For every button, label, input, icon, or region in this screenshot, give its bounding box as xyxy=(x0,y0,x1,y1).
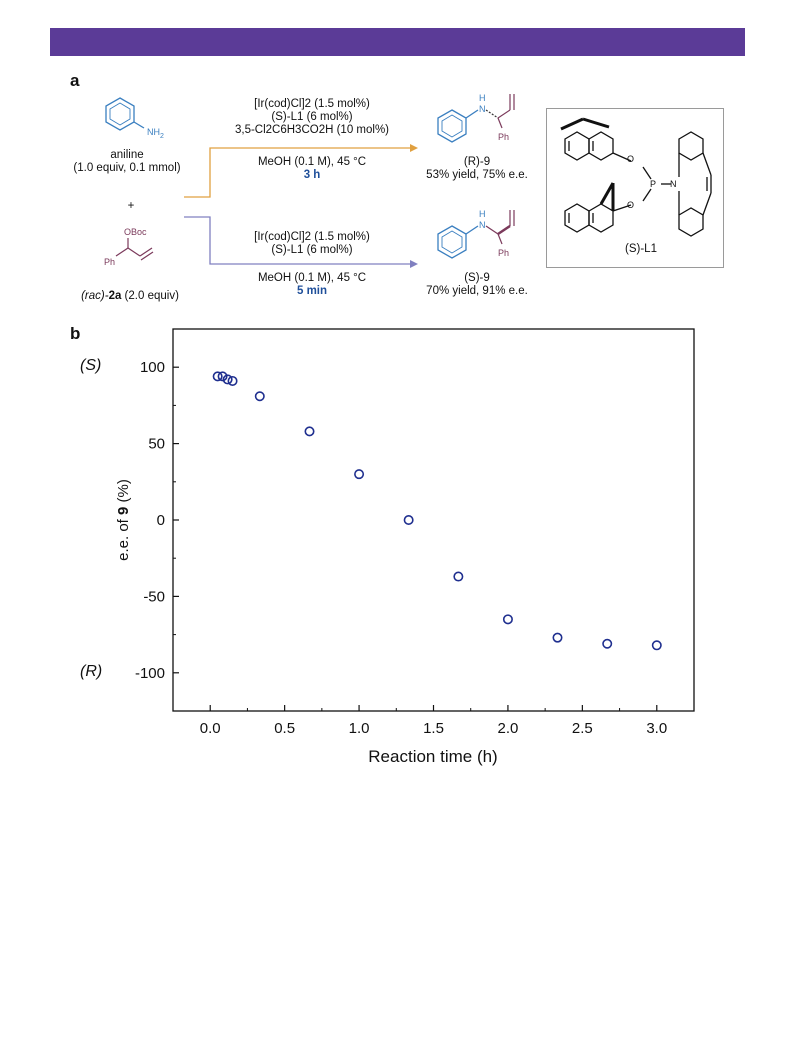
ligand-n: N xyxy=(670,179,677,189)
ligand-o1: O xyxy=(627,154,635,164)
product-top-ph: Ph xyxy=(498,132,510,142)
plot-frame xyxy=(172,328,695,712)
arrow-top xyxy=(184,147,410,198)
data-point xyxy=(502,614,513,625)
y-annotation-bottom: (R) xyxy=(80,663,102,680)
product-top-name: (R)-9 xyxy=(463,156,491,168)
data-point xyxy=(227,375,238,386)
x-tick-label: 0.0 xyxy=(200,720,221,737)
top-cond-time: 3 h xyxy=(303,169,321,181)
nh2-label: NH2 xyxy=(147,127,164,140)
bottom-cond-3: MeOH (0.1 M), 45 °C xyxy=(257,272,367,284)
product-top-structure xyxy=(437,94,515,143)
x-tick-label: 1.5 xyxy=(423,720,444,737)
product-bottom-nh-n: N xyxy=(479,220,486,230)
bottom-cond-time: 5 min xyxy=(296,285,328,297)
oboc-label: OBoc xyxy=(124,227,147,237)
aniline-name: aniline xyxy=(110,149,144,161)
data-point xyxy=(222,374,233,385)
data-point xyxy=(552,632,563,643)
panel-b-label: b xyxy=(70,324,81,343)
top-cond-3: 3,5-Cl2C6H3CO2H (10 mol%) xyxy=(234,124,390,136)
y-tick-label: 100 xyxy=(140,359,165,376)
aniline-structure xyxy=(105,97,145,131)
product-bottom-name: (S)-9 xyxy=(464,272,490,284)
y-tick-label: 50 xyxy=(148,436,165,453)
product-top-nh-n: N xyxy=(479,104,486,114)
data-point xyxy=(651,640,662,651)
x-tick-label: 3.0 xyxy=(646,720,667,737)
data-point xyxy=(354,469,365,480)
y-tick-label: -100 xyxy=(135,665,165,682)
x-tick-label: 2.5 xyxy=(572,720,593,737)
ligand-o2: O xyxy=(627,200,635,210)
y-annotation-top: (S) xyxy=(80,357,101,374)
x-tick-label: 1.0 xyxy=(349,720,370,737)
x-axis-label: Reaction time (h) xyxy=(368,747,497,766)
top-cond-2: (S)-L1 (6 mol%) xyxy=(271,111,353,123)
x-tick-label: 0.5 xyxy=(274,720,295,737)
data-point xyxy=(403,515,414,526)
data-point xyxy=(453,571,464,582)
allyl-carbonate-structure xyxy=(115,238,154,261)
aniline-amount: (1.0 equiv, 0.1 mmol) xyxy=(73,162,181,174)
product-bottom-ph: Ph xyxy=(498,248,510,258)
top-cond-4: MeOH (0.1 M), 45 °C xyxy=(257,156,367,168)
y-tick-label: -50 xyxy=(143,588,165,605)
product-top-nh-h: H xyxy=(479,93,486,103)
bottom-cond-1: [Ir(cod)Cl]2 (1.5 mol%) xyxy=(254,231,370,243)
product-bottom-nh-h: H xyxy=(479,209,486,219)
reaction-arrows xyxy=(184,144,418,268)
top-cond-1: [Ir(cod)Cl]2 (1.5 mol%) xyxy=(254,98,370,110)
ligand-p: P xyxy=(650,179,657,189)
product-bottom-structure xyxy=(437,210,515,259)
data-point xyxy=(304,426,315,437)
product-bottom-result: 70% yield, 91% e.e. xyxy=(426,285,528,297)
data-point xyxy=(217,371,228,382)
ee-vs-time-chart: 100 50 0 -50 -100 0.0 0.5 1.0 1.5 2.0 2.5 3.0 Reac… xyxy=(80,328,695,766)
bottom-cond-2: (S)-L1 (6 mol%) xyxy=(271,244,353,256)
arrow-bottom xyxy=(184,216,410,265)
ligand-name: (S)-L1 xyxy=(625,243,657,255)
x-tick-label: 2.0 xyxy=(497,720,518,737)
plus-sign: + xyxy=(127,200,135,212)
ligand-structure xyxy=(560,117,712,237)
header-banner xyxy=(50,28,745,56)
y-tick-label: 0 xyxy=(157,512,165,529)
data-point xyxy=(254,391,265,402)
ligand-box: O O P N (S)-L1 xyxy=(546,108,724,268)
data-point xyxy=(212,371,223,382)
ph-label: Ph xyxy=(104,257,116,267)
data-point xyxy=(602,638,613,649)
y-axis-label: e.e. of 9 (%) xyxy=(115,479,132,561)
substrate-label: (rac)-2a (2.0 equiv) xyxy=(81,290,179,302)
panel-a-label: a xyxy=(70,71,80,90)
product-top-result: 53% yield, 75% e.e. xyxy=(426,169,528,181)
